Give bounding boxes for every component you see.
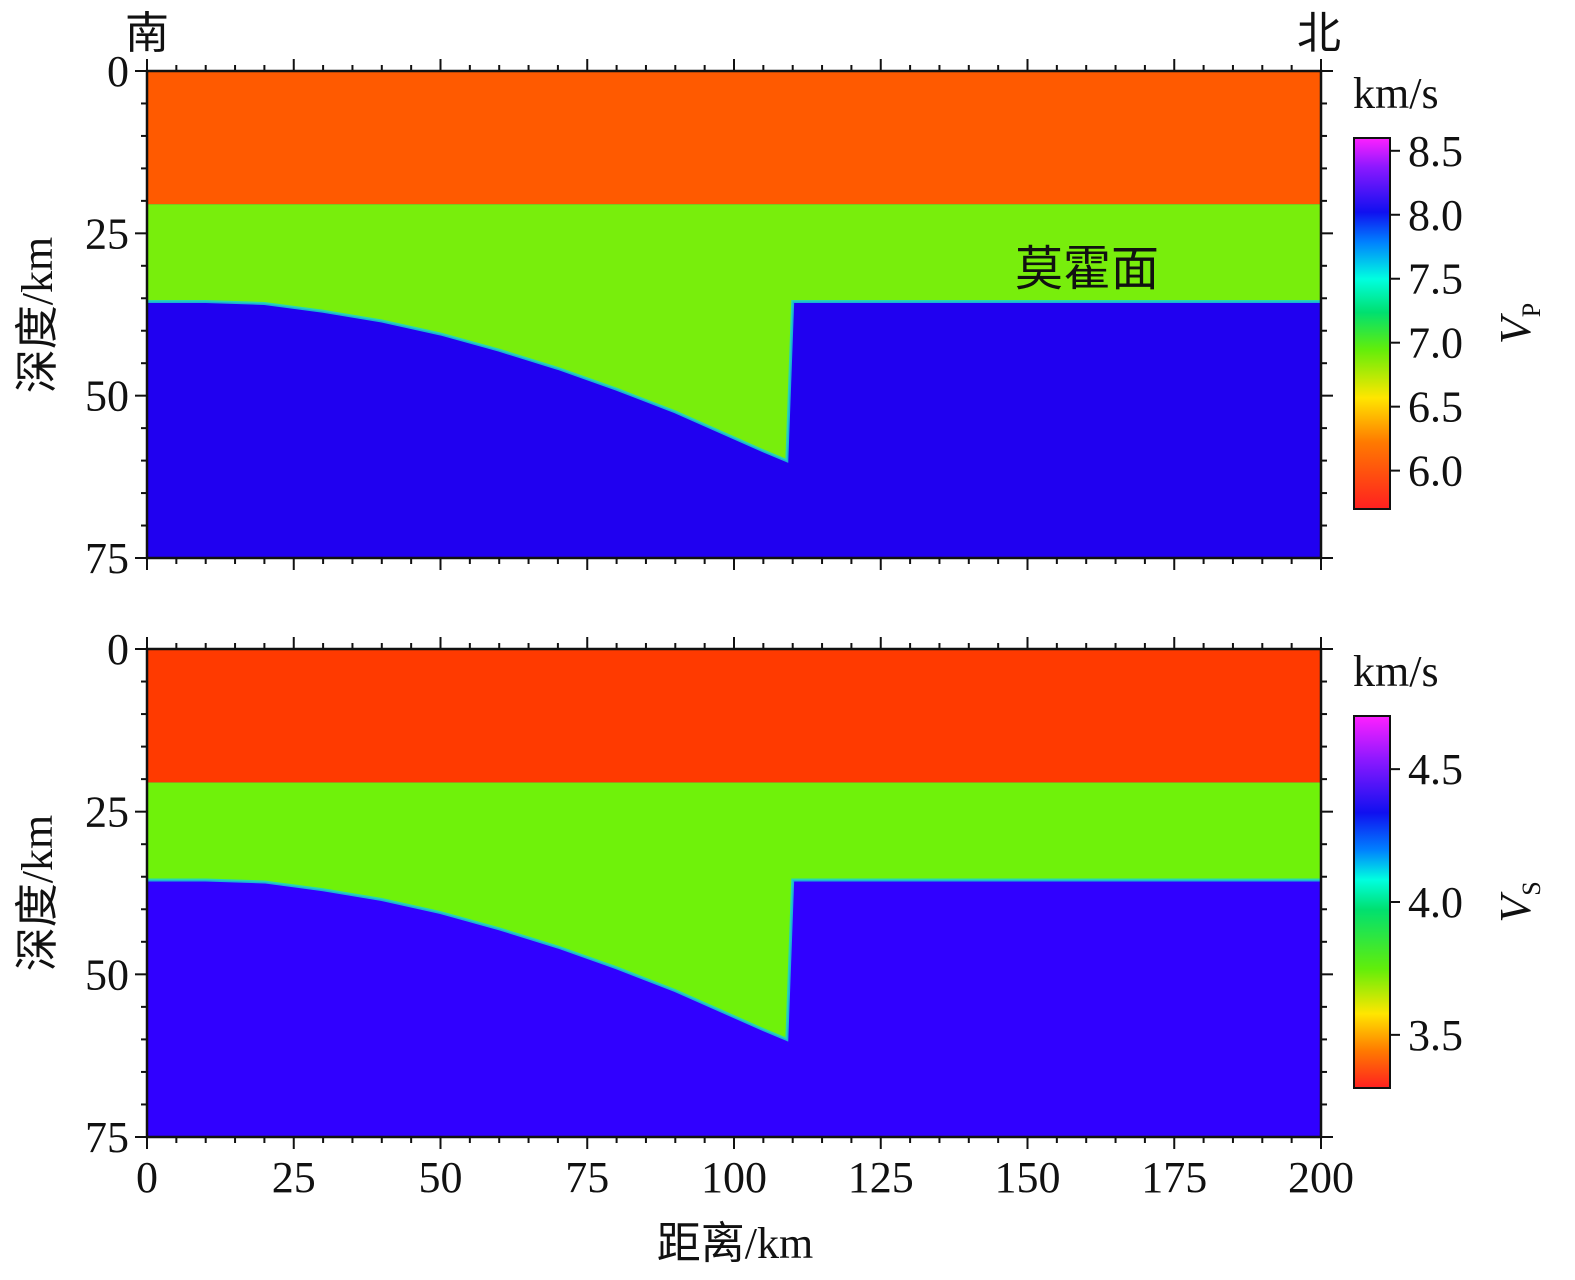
colorbar-label-sub: P (1517, 303, 1546, 317)
lower-crust-layer (147, 782, 1321, 1040)
upper-crust-layer (147, 71, 1321, 205)
y-tick-label: 0 (107, 47, 129, 96)
colorbar-tick-label: 8.0 (1408, 191, 1463, 240)
colorbar-tick-label: 3.5 (1408, 1011, 1463, 1060)
y-tick-label: 0 (107, 625, 129, 674)
x-axis-label: 距离/km (657, 1219, 813, 1268)
moho-boundary (147, 878, 1321, 1042)
x-tick-label: 125 (848, 1153, 914, 1202)
lower-crust-layer (147, 204, 1321, 461)
colorbar-tick-label: 6.5 (1408, 383, 1463, 432)
x-tick-label: 50 (419, 1153, 463, 1202)
x-tick-label: 25 (272, 1153, 316, 1202)
colorbar-label-main: V (1491, 891, 1540, 923)
x-tick-label: 100 (701, 1153, 767, 1202)
direction-north-label: 北 (1297, 9, 1341, 58)
colorbar-tick-label: 8.5 (1408, 127, 1463, 176)
vs-panel: 0 25 50 75 100 125 150 175 200 0 25 50 75 3.5 4.0 4.5 km… (85, 625, 1546, 1202)
y-tick-label: 25 (85, 209, 129, 258)
direction-south-label: 南 (125, 9, 169, 58)
colorbar-tick-label: 7.0 (1408, 319, 1463, 368)
colorbar-label-main: V (1491, 312, 1540, 344)
colorbar-unit: km/s (1353, 647, 1439, 696)
x-tick-label: 200 (1288, 1153, 1354, 1202)
colorbar-label: VP (1491, 303, 1546, 344)
y-axis-label-bottom: 深度/km (13, 815, 62, 971)
vp-panel: 0 25 50 75 6.0 6.5 7.0 7.5 8.0 8.5 km/s VP (85, 47, 1546, 583)
colorbar-label-sub: S (1517, 881, 1546, 895)
colorbar-tick-label: 6.0 (1408, 447, 1463, 496)
moho-annotation: 莫霍面 (1015, 243, 1159, 296)
moho-boundary (147, 300, 1321, 463)
colorbar-tick-label: 7.5 (1408, 255, 1463, 304)
x-tick-label: 175 (1141, 1153, 1207, 1202)
colorbar-label: VS (1491, 881, 1546, 922)
colorbar-tick-label: 4.0 (1408, 878, 1463, 927)
x-tick-label: 150 (995, 1153, 1061, 1202)
colorbar (1353, 137, 1391, 510)
x-tick-label: 0 (136, 1153, 158, 1202)
y-tick-label: 50 (85, 950, 129, 999)
y-tick-label: 25 (85, 788, 129, 837)
y-tick-label: 75 (85, 534, 129, 583)
colorbar (1353, 715, 1391, 1089)
y-axis-label-top: 深度/km (13, 237, 62, 393)
y-tick-label: 75 (85, 1113, 129, 1162)
y-tick-label: 50 (85, 372, 129, 421)
upper-crust-layer (147, 649, 1321, 783)
colorbar-unit: km/s (1353, 69, 1439, 118)
colorbar-tick-label: 4.5 (1408, 745, 1463, 794)
x-tick-label: 75 (565, 1153, 609, 1202)
